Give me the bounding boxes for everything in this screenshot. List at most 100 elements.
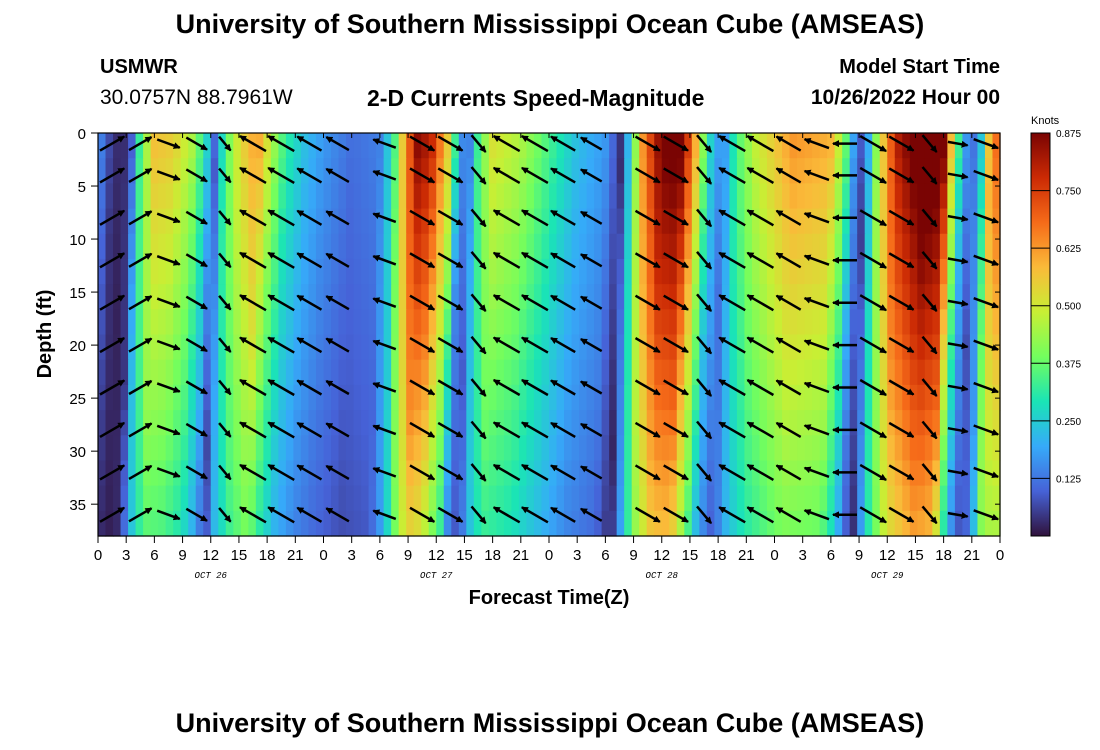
heatmap-cell <box>541 510 550 537</box>
y-tick-label: 15 <box>69 285 86 302</box>
heatmap-cell <box>128 485 137 512</box>
heatmap-cell <box>864 384 873 411</box>
heatmap-cell <box>203 384 212 411</box>
heatmap-cell <box>428 510 437 537</box>
heatmap-cell <box>233 485 242 512</box>
heatmap-cell <box>842 435 851 462</box>
heatmap-cell <box>488 384 497 411</box>
heatmap-cell <box>533 510 543 537</box>
heatmap-cell <box>654 510 663 537</box>
heatmap-cell <box>338 435 347 462</box>
heatmap-cell <box>601 309 610 336</box>
heatmap-cell <box>398 258 407 285</box>
heatmap-cell <box>909 309 918 336</box>
heatmap-cell <box>564 258 573 285</box>
heatmap-cell <box>308 284 317 310</box>
heatmap-cell <box>947 384 956 411</box>
heatmap-cell <box>909 359 918 386</box>
heatmap-cell <box>421 233 430 260</box>
current-vector-arrow <box>634 464 661 481</box>
heatmap-cell <box>887 183 896 210</box>
heatmap-cell <box>887 510 896 537</box>
heatmap-cell <box>669 334 678 361</box>
heatmap-cell <box>586 208 595 235</box>
heatmap-cell <box>902 384 911 411</box>
heatmap-cell <box>413 183 422 210</box>
heatmap-cell <box>646 410 655 436</box>
heatmap-cell <box>766 208 776 235</box>
heatmap-cell <box>240 510 249 537</box>
heatmap-cell <box>376 133 385 159</box>
heatmap-cell <box>188 359 197 386</box>
heatmap-cell <box>346 258 355 285</box>
heatmap-cell <box>135 309 144 336</box>
heatmap-cell <box>714 183 723 210</box>
heatmap-cell <box>556 384 565 411</box>
heatmap-cell <box>233 233 242 260</box>
heatmap-cell <box>691 208 700 235</box>
heatmap-cell <box>977 233 986 260</box>
heatmap-cell <box>879 485 888 512</box>
heatmap-cell <box>834 510 843 537</box>
heatmap-cell <box>669 510 678 537</box>
heatmap-cell <box>315 410 325 436</box>
heatmap-cell <box>601 460 610 487</box>
current-vector-arrow <box>803 212 830 224</box>
heatmap-cell <box>887 158 896 184</box>
heatmap-cell <box>210 435 219 462</box>
heatmap-cell <box>285 309 295 336</box>
current-vector-arrow <box>372 467 397 478</box>
current-vector-arrow <box>325 167 350 183</box>
current-vector-arrow <box>239 294 267 312</box>
heatmap-cell <box>939 133 948 159</box>
heatmap-cell <box>331 435 340 462</box>
heatmap-cell <box>601 208 610 235</box>
heatmap-cell <box>842 208 851 235</box>
x-axis: 0 3 6 9 12 15 18 21 0 3 6 9 12 15 18 21 0 3 6 9 12 15 18 21 0 3 6 9… <box>94 133 1004 581</box>
heatmap-cell <box>564 460 573 487</box>
heatmap-cell <box>549 334 558 361</box>
current-vector-arrow <box>128 464 153 480</box>
current-vector-arrow <box>775 464 802 481</box>
heatmap-cell <box>150 460 159 487</box>
x-tick-label: 21 <box>512 547 529 564</box>
heatmap-cell <box>804 258 813 285</box>
heatmap-cell <box>428 309 437 336</box>
heatmap-cell <box>248 158 257 184</box>
heatmap-cell <box>887 359 896 386</box>
heatmap-cell <box>383 208 392 235</box>
heatmap-cell <box>270 334 279 361</box>
heatmap-cell <box>188 435 197 462</box>
heatmap-cell <box>549 359 558 386</box>
heatmap-cell <box>315 309 325 336</box>
current-vector-arrow <box>267 294 295 312</box>
heatmap-cell <box>564 410 573 436</box>
heatmap-cell <box>135 284 144 310</box>
heatmap-cell <box>714 233 723 260</box>
heatmap-cell <box>428 460 437 487</box>
heatmap-cell <box>624 384 633 411</box>
heatmap-cell <box>353 334 362 361</box>
heatmap-cell <box>135 384 144 411</box>
heatmap-cell <box>323 183 332 210</box>
heatmap-cell <box>879 158 888 184</box>
heatmap-cell <box>766 410 776 436</box>
heatmap-cell <box>706 183 715 210</box>
heatmap-cell <box>782 510 791 537</box>
current-vector-arrow <box>775 337 802 354</box>
heatmap-cell <box>969 410 979 436</box>
heatmap-cell <box>443 133 452 159</box>
heatmap-cell <box>218 309 227 336</box>
heatmap-cell <box>894 460 903 487</box>
heatmap-cell <box>571 435 580 462</box>
heatmap-cell <box>511 334 520 361</box>
heatmap-cell <box>902 183 911 210</box>
heatmap-cell <box>797 258 806 285</box>
heatmap-cell <box>714 133 723 159</box>
heatmap-cell <box>609 485 618 512</box>
heatmap-cell <box>458 183 467 210</box>
heatmap-cell <box>676 233 685 260</box>
heatmap-cell <box>443 359 452 386</box>
heatmap-cell <box>338 284 347 310</box>
heatmap-cell <box>827 510 836 537</box>
